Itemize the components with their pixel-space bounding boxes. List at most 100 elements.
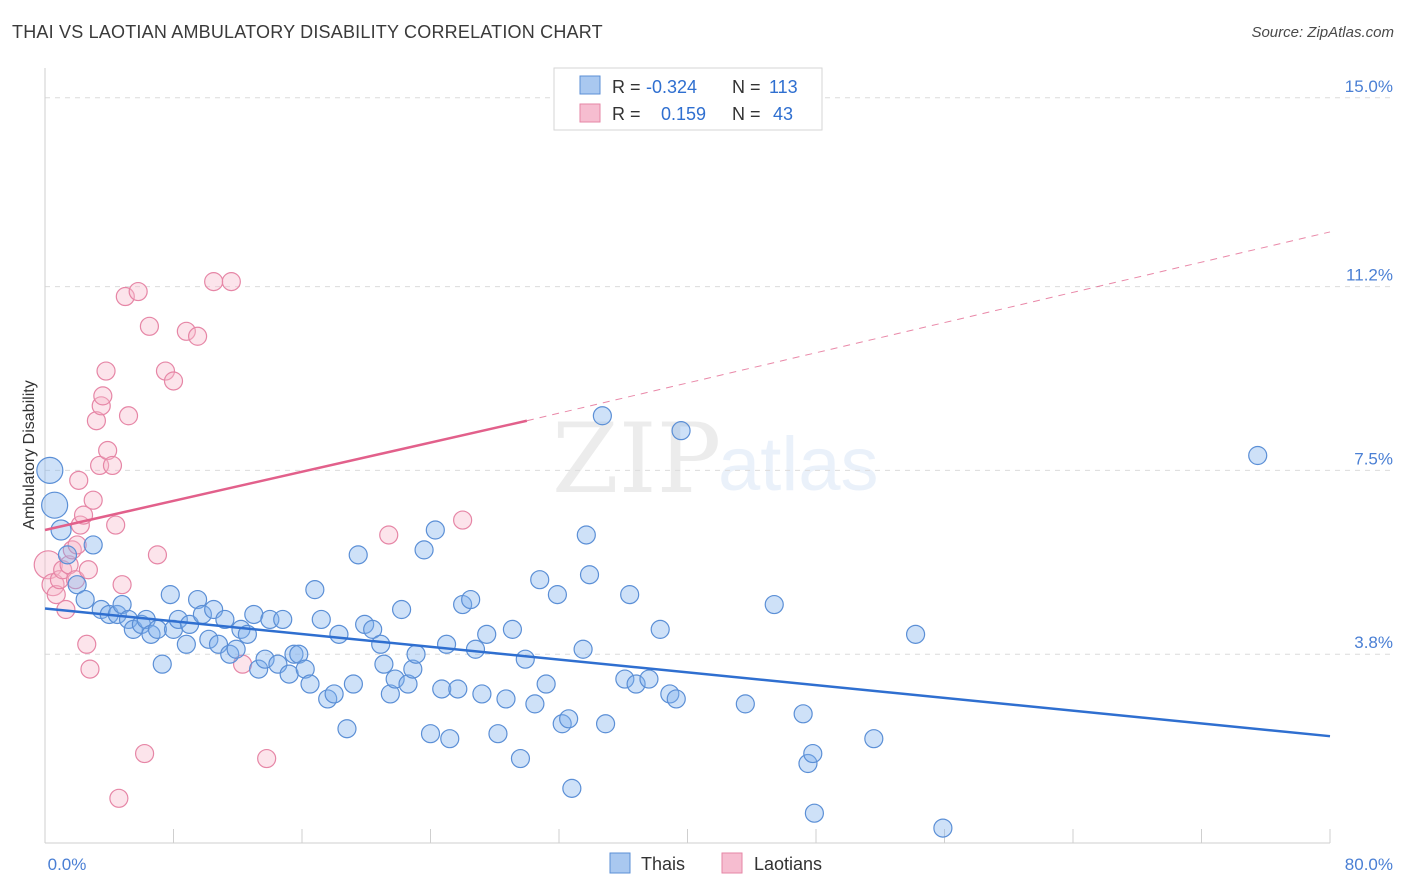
point-laotians [46, 585, 66, 605]
trend-extension-laotians [526, 231, 1331, 422]
legend-r-label-laotians: R = [612, 104, 641, 124]
point-laotians [67, 535, 87, 555]
point-thais [552, 714, 572, 734]
bottom-legend-swatch-thais [609, 852, 631, 874]
point-thais [41, 491, 69, 519]
point-thais [141, 624, 161, 644]
watermark-zip: ZIP [552, 403, 721, 515]
point-thais [318, 689, 338, 709]
point-thais [160, 585, 180, 605]
point-laotians [453, 510, 473, 530]
point-thais [403, 659, 423, 679]
point-laotians [118, 406, 139, 426]
point-laotians [80, 659, 100, 679]
legend-swatch-laotians [579, 103, 601, 123]
point-thais [168, 609, 188, 630]
source-note: Source: ZipAtlas.com [1251, 24, 1394, 41]
point-thais [215, 609, 235, 630]
point-thais [385, 669, 405, 689]
point-laotians [221, 272, 241, 292]
tick-labels: 3.8% 7.5% 11.2% 15.0% 0.0% 80.0% [48, 77, 1393, 874]
point-thais [300, 674, 320, 694]
point-laotians [86, 411, 107, 431]
point-thais [496, 689, 516, 709]
point-thais [798, 753, 818, 774]
bottom-legend-label-laotians: Laotians [754, 854, 822, 874]
point-thais [620, 585, 640, 605]
point-thais [329, 624, 349, 644]
point-thais [793, 704, 813, 724]
point-laotians [93, 386, 113, 406]
point-laotians [139, 316, 160, 336]
point-thais [425, 520, 445, 540]
point-thais [187, 589, 208, 610]
point-thais [374, 654, 394, 674]
point-thais [595, 714, 616, 734]
legend-r-value-thais: -0.324 [646, 77, 697, 97]
point-thais [391, 599, 412, 620]
point-thais [57, 545, 78, 565]
trend-lines [44, 231, 1331, 738]
point-laotians [115, 286, 135, 307]
point-laotians [78, 560, 98, 580]
point-thais [472, 684, 492, 704]
point-thais [337, 719, 357, 739]
point-thais [244, 604, 264, 625]
y-tick-label: 11.2% [1346, 266, 1393, 285]
point-thais [432, 679, 452, 699]
point-thais [220, 644, 240, 664]
point-thais [406, 644, 426, 664]
point-thais [671, 421, 691, 441]
legend-n-value-thais: 113 [769, 77, 798, 97]
point-thais [573, 639, 593, 659]
point-thais [804, 803, 824, 823]
x-tick-label-left: 0.0% [48, 855, 87, 874]
trend-line-laotians [44, 419, 528, 532]
point-laotians [53, 560, 73, 580]
point-thais [905, 624, 926, 644]
point-laotians [102, 455, 123, 476]
point-thais [348, 545, 368, 565]
point-thais [660, 684, 680, 704]
point-thais [933, 818, 953, 838]
point-thais [764, 594, 784, 615]
point-thais [284, 644, 304, 664]
point-thais [639, 669, 659, 689]
point-laotians [204, 272, 224, 292]
point-thais [465, 639, 486, 659]
point-thais [273, 609, 293, 630]
point-thais [255, 649, 275, 669]
legend-n-value-laotians: 43 [773, 104, 793, 124]
point-thais [324, 684, 344, 704]
point-thais [50, 519, 72, 541]
point-thais [75, 589, 95, 610]
point-thais [226, 639, 246, 659]
bottom-legend: Thais Laotians [609, 852, 822, 874]
point-thais [803, 743, 823, 764]
bottom-legend-swatch-laotians [721, 852, 743, 874]
point-thais [249, 659, 269, 679]
point-thais [615, 669, 635, 689]
point-thais [562, 778, 582, 798]
point-thais [515, 649, 535, 669]
point-thais [579, 565, 600, 585]
point-thais [436, 634, 457, 654]
point-laotians [163, 371, 184, 391]
point-thais [530, 570, 550, 590]
point-laotians [83, 490, 103, 510]
point-thais [650, 619, 670, 639]
point-thais [510, 748, 531, 769]
y-axis-label: Ambulatory Disability [21, 380, 38, 529]
trend-line-thais [44, 607, 1331, 738]
point-thais [176, 634, 196, 654]
point-thais [525, 694, 545, 714]
legend-swatch-thais [579, 75, 601, 95]
point-thais [363, 619, 383, 639]
point-thais [343, 674, 363, 694]
point-thais [1248, 445, 1268, 466]
point-thais [147, 619, 168, 639]
point-thais [67, 575, 87, 595]
y-tick-label: 15.0% [1345, 77, 1393, 96]
point-thais [440, 729, 460, 749]
point-thais [380, 684, 400, 704]
